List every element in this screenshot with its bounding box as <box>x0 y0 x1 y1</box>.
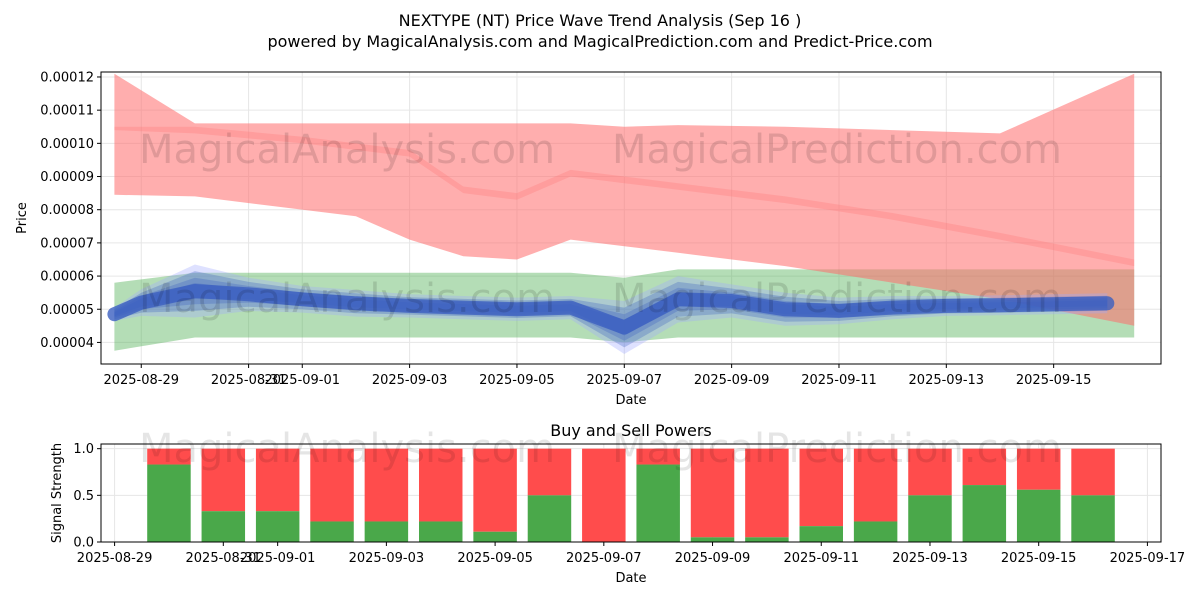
sell-bar <box>636 448 680 465</box>
watermark-analysis: MagicalAnalysis.com <box>139 127 555 173</box>
x-axis-label: Date <box>615 393 646 408</box>
plot-area: MagicalAnalysis.com MagicalPrediction.com… <box>107 73 1135 354</box>
y-tick-label: 0.00006 <box>40 270 94 285</box>
buy-bar <box>364 521 409 542</box>
sell-bar <box>473 448 517 532</box>
watermark-analysis: MagicalAnalysis.com <box>139 426 555 472</box>
plot-frame <box>100 71 1162 365</box>
blue-wave-layer <box>114 271 1108 348</box>
x-tick-label: 2025-08-31 <box>186 551 262 566</box>
signal-chart: MagicalAnalysis.com MagicalPrediction.com… <box>50 421 1185 586</box>
sell-bar <box>962 448 1007 486</box>
y-tick-label: 0.0 <box>73 536 94 551</box>
watermark-prediction: MagicalPrediction.com <box>612 426 1062 472</box>
sell-bar <box>310 448 354 522</box>
chart-title: NEXTYPE (NT) Price Wave Trend Analysis (… <box>399 11 802 30</box>
price-chart: MagicalAnalysis.com MagicalPrediction.com… <box>15 70 1162 408</box>
watermark-analysis: MagicalAnalysis.com <box>139 276 555 322</box>
buy-bar <box>201 511 246 542</box>
x-tick-label: 2025-09-07 <box>566 551 642 566</box>
sell-bar <box>853 448 898 522</box>
signal-chart-title: Buy and Sell Powers <box>550 421 712 440</box>
buy-bar <box>745 537 789 542</box>
x-tick-label: 2025-09-01 <box>264 373 340 388</box>
y-tick-label: 0.00009 <box>40 170 94 185</box>
sell-bar <box>745 448 789 538</box>
sell-bar <box>1016 448 1061 490</box>
y-tick-label: 0.00012 <box>40 70 94 85</box>
red-resistance-band <box>114 73 1135 326</box>
x-tick-label: 2025-09-15 <box>1001 551 1077 566</box>
y-tick-label: 1.0 <box>73 442 94 457</box>
y-axis-label: Price <box>15 202 30 234</box>
sell-bar <box>255 448 300 512</box>
buy-bar <box>1071 495 1115 542</box>
x-tick-label: 2025-09-09 <box>694 373 770 388</box>
buy-bar <box>962 485 1007 542</box>
x-tick-label: 2025-09-03 <box>349 551 425 566</box>
sell-bar <box>419 448 463 522</box>
buy-bar <box>419 521 463 542</box>
buy-bar <box>255 511 300 542</box>
x-tick-label: 2025-08-29 <box>103 373 179 388</box>
x-tick-label: 2025-09-11 <box>783 551 859 566</box>
x-tick-label: 2025-09-13 <box>909 373 985 388</box>
chart-subtitle: powered by MagicalAnalysis.com and Magic… <box>267 32 932 51</box>
sell-bar <box>1071 448 1115 496</box>
sell-bar <box>201 448 246 512</box>
buy-bar <box>527 495 572 542</box>
x-tick-label: 2025-09-15 <box>1016 373 1092 388</box>
buy-bar <box>908 495 952 542</box>
x-tick-label: 2025-08-29 <box>77 551 153 566</box>
buy-bar <box>636 464 680 542</box>
y-tick-label: 0.00004 <box>40 336 94 351</box>
blue-wave-layer <box>114 264 1108 354</box>
x-tick-label: 2025-09-01 <box>240 551 316 566</box>
x-tick-label: 2025-09-13 <box>892 551 968 566</box>
buy-bar <box>853 521 898 542</box>
blue-wave-line <box>107 284 1115 335</box>
green-support-band <box>114 269 1135 351</box>
y-tick-label: 0.00008 <box>40 203 94 218</box>
buy-bar <box>473 531 517 542</box>
y-tick-label: 0.00010 <box>40 137 94 152</box>
x-axis-label: Date <box>615 571 646 586</box>
buy-bar <box>690 537 735 542</box>
sell-bar <box>147 448 191 465</box>
watermark-prediction: MagicalPrediction.com <box>612 127 1062 173</box>
sell-bar <box>799 448 843 527</box>
x-tick-label: 2025-09-03 <box>372 373 448 388</box>
x-tick-label: 2025-09-05 <box>457 551 533 566</box>
watermark-prediction: MagicalPrediction.com <box>612 276 1062 322</box>
x-tick-label: 2025-09-07 <box>587 373 663 388</box>
x-tick-label: 2025-09-17 <box>1110 551 1186 566</box>
y-axis-label: Signal Strength <box>50 443 65 543</box>
sell-bar <box>582 448 626 542</box>
buy-bar <box>310 521 354 542</box>
sell-bar <box>908 448 952 496</box>
y-tick-label: 0.00005 <box>40 303 94 318</box>
y-tick-label: 0.00007 <box>40 236 94 251</box>
plot-frame <box>100 443 1162 543</box>
sell-bar <box>364 448 409 522</box>
sell-bar <box>527 448 572 496</box>
x-tick-label: 2025-08-31 <box>211 373 287 388</box>
y-tick-label: 0.5 <box>73 489 94 504</box>
x-tick-label: 2025-09-05 <box>479 373 555 388</box>
x-tick-label: 2025-09-09 <box>675 551 751 566</box>
buy-bar <box>147 464 191 542</box>
buy-bar <box>799 526 843 542</box>
y-tick-label: 0.00011 <box>40 104 94 119</box>
x-tick-label: 2025-09-11 <box>801 373 877 388</box>
buy-bar <box>1016 489 1061 542</box>
sell-bar <box>690 448 735 538</box>
